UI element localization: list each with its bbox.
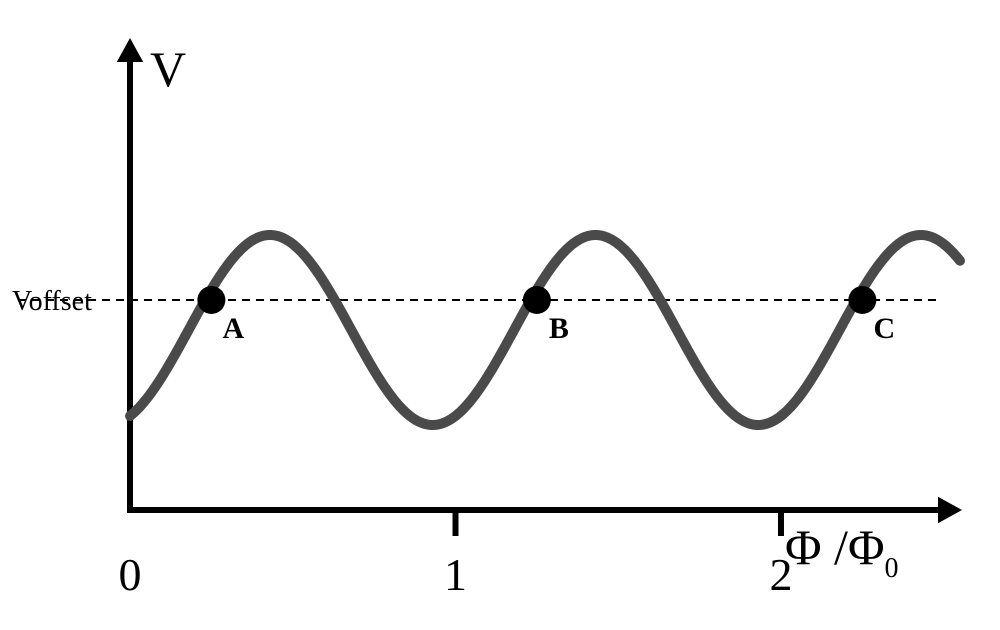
voffset-label: Voffset	[12, 286, 92, 317]
x-tick-label: 1	[444, 549, 467, 600]
squid-response-chart: Voffset012VΦ /Φ0ABC	[0, 0, 1000, 630]
response-curve	[130, 235, 960, 425]
marker-a-label: A	[223, 312, 245, 345]
marker-b-icon	[523, 286, 551, 314]
y-axis-arrow-icon	[117, 38, 143, 62]
marker-b-label: B	[549, 312, 569, 345]
marker-c-icon	[848, 286, 876, 314]
y-axis-label: V	[150, 41, 186, 97]
x-tick-label: 0	[119, 549, 142, 600]
x-axis-arrow-icon	[938, 497, 962, 523]
marker-c-label: C	[874, 312, 896, 345]
marker-a-icon	[197, 286, 225, 314]
x-axis-label: Φ /Φ0	[785, 519, 899, 584]
